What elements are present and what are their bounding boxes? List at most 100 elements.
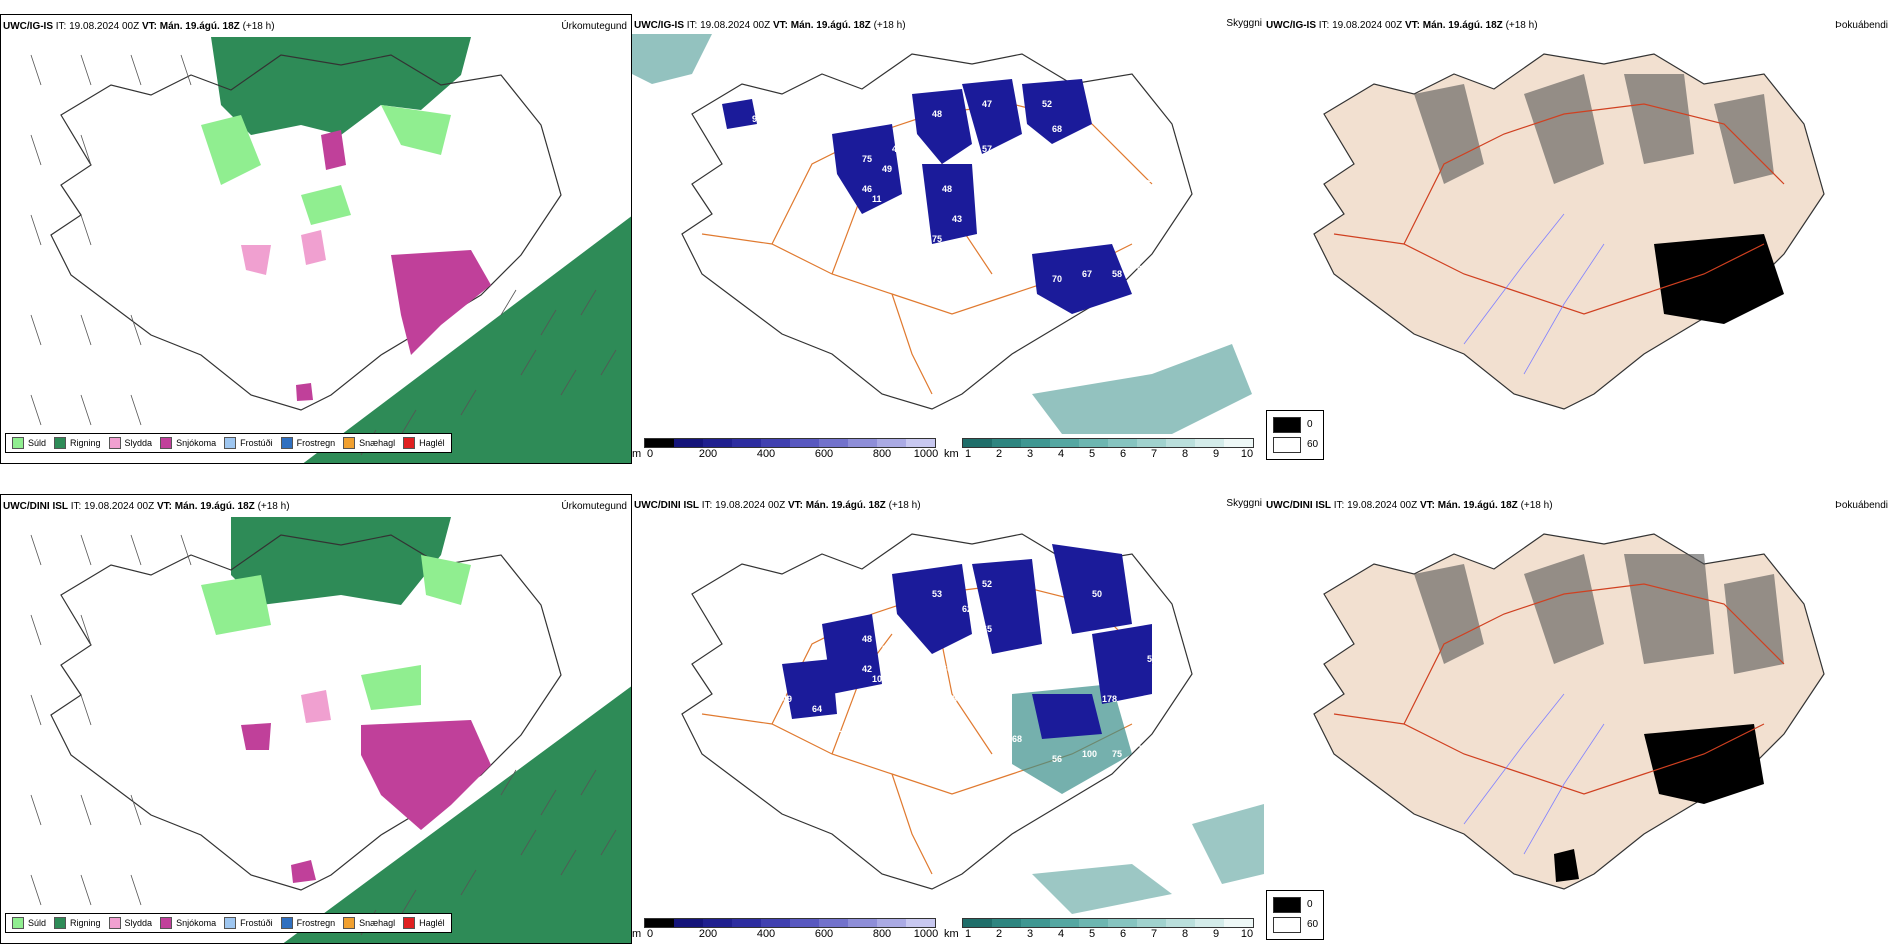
- visibility-tick: 3: [1026, 448, 1034, 460]
- ceiling-value-label: 65: [982, 624, 993, 634]
- ceiling-value-label: 91: [752, 594, 763, 604]
- ceiling-value-label: 104: [872, 674, 888, 684]
- legend-item: Súld: [12, 917, 46, 929]
- ceiling-value-label: 77: [922, 254, 933, 264]
- legend-item: Snæhagl: [343, 437, 395, 449]
- header-top-ceiling: UWC/IG-IS IT: 19.08.2024 00Z VT: Mán. 19…: [634, 20, 906, 31]
- ceiling-value-label: 237: [1012, 254, 1028, 264]
- header-bottom-precip: UWC/DINI ISL IT: 19.08.2024 00Z VT: Mán.…: [3, 501, 290, 512]
- vis-low-area-sea: [1032, 804, 1264, 914]
- ceiling-value-label: 70: [1052, 274, 1063, 284]
- visibility-tick: 1: [964, 928, 972, 940]
- init-time: 19.08.2024 00Z: [700, 20, 771, 31]
- snow-area: [391, 250, 491, 355]
- ceiling-value-label: 52: [1042, 99, 1053, 109]
- legend-item: Snæhagl: [343, 917, 395, 929]
- ceiling-value-label: 15: [1032, 184, 1043, 194]
- header-bottom-fog: UWC/DINI ISL IT: 19.08.2024 00Z VT: Mán.…: [1266, 500, 1553, 511]
- rain-area-sea: [303, 216, 631, 463]
- fog-legend: 0 60: [1266, 890, 1324, 940]
- ceiling-value-label: 51: [832, 724, 843, 734]
- ceiling-value-label: 65: [922, 734, 933, 744]
- roads: [1333, 103, 1785, 315]
- ceiling-value-label: 42: [862, 664, 873, 674]
- it-label: IT:: [1333, 500, 1345, 511]
- visibility-tick: 8: [1181, 448, 1189, 460]
- ceiling-value-label: 43: [1052, 604, 1063, 614]
- visibility-tick: 3: [1026, 928, 1034, 940]
- visibility-tick: 7: [1150, 928, 1158, 940]
- visibility-tick: 5: [1088, 928, 1096, 940]
- island-outline: [681, 533, 1193, 890]
- valid-time: Mán. 19.ágú. 18Z: [1437, 500, 1518, 511]
- vis-low-area-sea: [632, 34, 1252, 434]
- ceiling-value-label: 85: [882, 644, 893, 654]
- visibility-colorbar-scale: [962, 918, 1254, 928]
- precip-legend: Súld Rigning Slydda Snjókoma Frostúði Fr…: [5, 913, 452, 933]
- ceiling-value-label: 52: [962, 744, 973, 754]
- fog-map-top: [1264, 14, 1900, 464]
- ceiling-tick: 600: [814, 448, 834, 460]
- ceiling-panel-bottom: UWC/DINI ISL IT: 19.08.2024 00Z VT: Mán.…: [632, 494, 1264, 944]
- visibility-tick: 2: [995, 928, 1003, 940]
- legend-item: Frostregn: [280, 437, 335, 449]
- lead-time: (+18 h): [242, 21, 275, 32]
- snow-patches: [241, 723, 316, 883]
- valid-time: Mán. 19.ágú. 18Z: [1422, 20, 1503, 31]
- fog-legend-black: [1273, 417, 1301, 433]
- legend-item: Slydda: [108, 917, 152, 929]
- ceiling-value-label: 53: [902, 684, 913, 694]
- precip-map-bottom: [1, 495, 631, 943]
- legend-item: Slydda: [108, 437, 152, 449]
- lead-time: (+18 h): [1505, 20, 1538, 31]
- legend-item: Rigning: [54, 917, 101, 929]
- sleet-patches: [301, 690, 331, 723]
- wind-barbs: [30, 534, 617, 936]
- fog-panel-top: UWC/IG-IS IT: 19.08.2024 00Z VT: Mán. 19…: [1264, 14, 1900, 464]
- visibility-tick: 5: [1088, 448, 1096, 460]
- rivers: [1463, 213, 1605, 375]
- legend-item: Haglél: [403, 917, 445, 929]
- valid-time: Mán. 19.ágú. 18Z: [174, 501, 255, 512]
- vt-label: VT:: [1419, 500, 1435, 511]
- ceiling-value-label: 51: [1072, 634, 1083, 644]
- ceiling-value-label: 17: [842, 214, 853, 224]
- lead-time: (+18 h): [873, 20, 906, 31]
- lead-time: (+18 h): [257, 501, 290, 512]
- ceiling-colorbar: m 0 200 400 600 800 1000: [632, 438, 942, 464]
- header-top-fog: UWC/IG-IS IT: 19.08.2024 00Z VT: Mán. 19…: [1266, 20, 1538, 31]
- sleet-patches: [241, 230, 326, 275]
- ceiling-colorbar: m 0 200 400 600 800 1000: [632, 918, 942, 944]
- ceiling-value-label: 48: [942, 184, 953, 194]
- low-ceiling-areas: [782, 544, 1152, 739]
- ceiling-value-label: 63: [1092, 109, 1103, 119]
- ceiling-value-label: 57: [982, 144, 993, 154]
- legend-item: Frostúði: [224, 437, 273, 449]
- legend-item: Súld: [12, 437, 46, 449]
- init-time: 19.08.2024 00Z: [69, 21, 140, 32]
- visibility-tick: 9: [1212, 928, 1220, 940]
- fog-legend-white: [1273, 437, 1301, 453]
- it-label: IT:: [686, 20, 698, 31]
- ceiling-value-label: 47: [982, 99, 993, 109]
- fog-map-bottom: [1264, 494, 1900, 944]
- ceiling-value-label: 53: [732, 144, 743, 154]
- header-top-precip: UWC/IG-IS IT: 19.08.2024 00Z VT: Mán. 19…: [3, 21, 275, 32]
- panel-title: Skyggni: [1226, 18, 1262, 29]
- wind-barbs: [30, 54, 617, 456]
- lead-time: (+18 h): [888, 500, 921, 511]
- ceiling-value-label: 93: [1137, 264, 1148, 274]
- ceiling-tick: 400: [756, 448, 776, 460]
- model-name: UWC/IG-IS: [3, 21, 53, 32]
- ceiling-value-label: 68: [1052, 124, 1063, 134]
- ceiling-value-label: 67: [1082, 269, 1093, 279]
- ceiling-value-label: 52: [982, 579, 993, 589]
- drizzle-patches: [201, 555, 471, 710]
- panel-title: Þokuábendi: [1835, 500, 1888, 511]
- init-time: 19.08.2024 00Z: [1332, 20, 1403, 31]
- ceiling-value-label: 40: [1132, 124, 1143, 134]
- valid-time: Mán. 19.ágú. 18Z: [159, 21, 240, 32]
- snow-area: [361, 720, 491, 830]
- ceiling-value-label: 46: [862, 184, 873, 194]
- ceiling-value-label: 53: [932, 589, 943, 599]
